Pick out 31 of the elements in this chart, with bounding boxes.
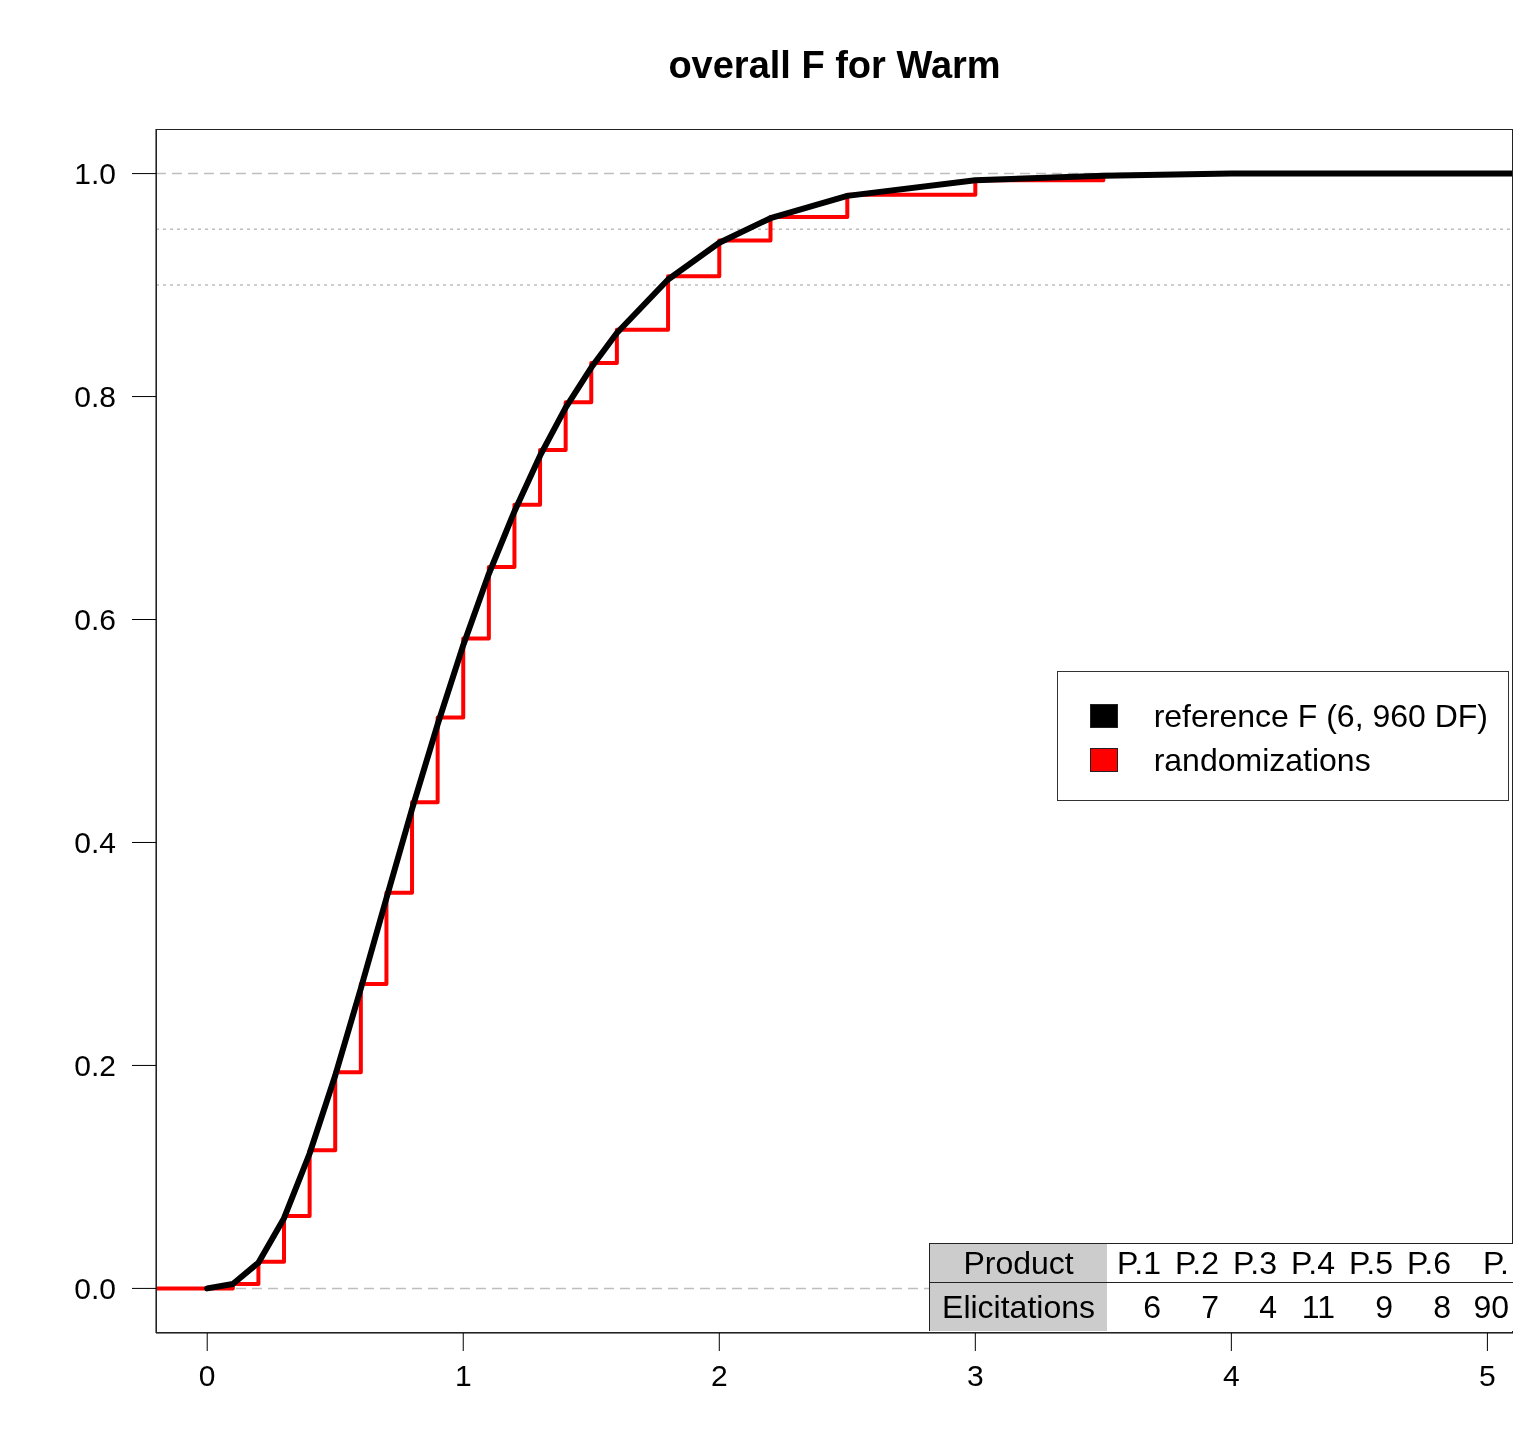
x-tick-label: 1: [454, 1359, 472, 1393]
chart-title: overall F for Warm: [667, 44, 1002, 87]
annotation: 9: [1339, 1282, 1397, 1331]
annotation: 11: [1281, 1282, 1339, 1331]
x-tick-label: 5: [1479, 1359, 1496, 1393]
y-tick-label: 0.6: [74, 603, 116, 637]
annotation: P.4: [1281, 1243, 1339, 1283]
x-tick-label: 3: [966, 1359, 984, 1393]
annotation: 8: [1397, 1282, 1455, 1331]
legend-label: reference F (6, 960 DF): [1153, 697, 1488, 735]
annotation: P.2: [1165, 1243, 1223, 1283]
annotation: 7: [1165, 1282, 1223, 1331]
annotation: P.1: [1107, 1243, 1165, 1283]
y-tick-label: 0.8: [74, 380, 116, 414]
x-tick-label: 2: [710, 1359, 728, 1393]
x-tick-label: 0: [198, 1359, 216, 1393]
y-tick-label: 0.2: [74, 1049, 116, 1083]
legend-label: randomizations: [1153, 741, 1371, 779]
y-tick-label: 0.4: [74, 826, 116, 860]
y-tick-label: 1.0: [74, 157, 116, 191]
annotation: Product: [929, 1243, 1107, 1283]
annotation: 90: [1455, 1282, 1513, 1331]
annotation: P.5: [1339, 1243, 1397, 1283]
annotation: P.: [1455, 1243, 1513, 1283]
annotation: 4: [1223, 1282, 1281, 1331]
annotation: P.6: [1397, 1243, 1455, 1283]
y-tick-label: 0.0: [74, 1272, 116, 1306]
x-tick-label: 4: [1223, 1359, 1240, 1393]
annotation: 6: [1107, 1282, 1165, 1331]
annotation: Elicitations: [929, 1282, 1107, 1331]
annotation: P.3: [1223, 1243, 1281, 1283]
